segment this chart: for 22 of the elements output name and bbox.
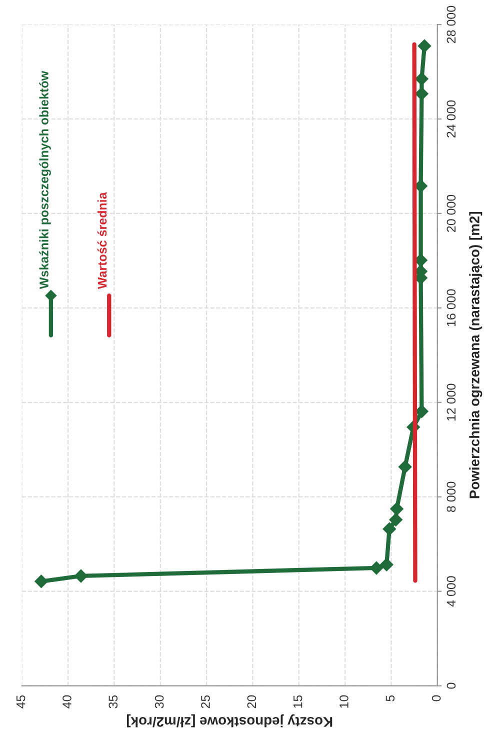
x-tick-label: 30 (154, 695, 164, 708)
x-tick-label: 15 (294, 695, 302, 708)
x-tick-label: 45 (16, 695, 26, 708)
x-tick-label: 5 (386, 695, 395, 702)
y-axis-title: Powierzchnia ogrzewana (narastająco) [m2] (469, 212, 482, 498)
text: Wartość średnia (97, 192, 107, 290)
y-tick-label: 16 000 (446, 289, 456, 326)
y-tick-label: 8 000 (446, 482, 456, 512)
y-tick-label: 24 000 (446, 100, 456, 138)
y-tick-label: 4 000 (446, 576, 456, 607)
x-tick-label: 25 (201, 695, 210, 708)
text: Wskaźniki poszczególnych obiektów (39, 70, 51, 290)
y-tick-label: 0 (446, 682, 456, 689)
x-tick-label: 35 (108, 695, 118, 708)
y-tick-label: 28 000 (446, 6, 456, 44)
x-tick-label: 0 (432, 695, 441, 702)
x-tick-label: 10 (340, 695, 348, 708)
x-axis-title: Koszty jednostkowe [zł/m2/rok] (126, 714, 332, 728)
y-tick-label: 12 000 (446, 384, 456, 421)
x-tick-label: 40 (62, 695, 72, 708)
y-tick-label: 20 000 (446, 194, 456, 232)
x-tick-label: 20 (247, 695, 256, 708)
